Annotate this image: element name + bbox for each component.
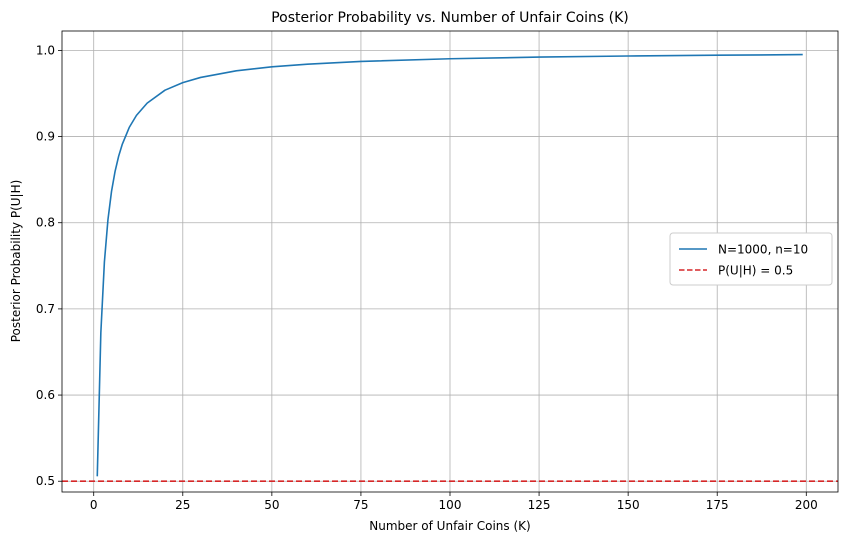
- x-tick-label: 75: [353, 498, 368, 512]
- y-tick-label: 0.7: [36, 302, 55, 316]
- grid-lines: [62, 31, 838, 492]
- legend: N=1000, n=10 P(U|H) = 0.5: [669, 232, 833, 286]
- y-tick-label: 0.5: [36, 474, 55, 488]
- series-line-posterior: [96, 53, 803, 477]
- legend-label-series-1: P(U|H) = 0.5: [718, 264, 793, 278]
- x-tick-label: 150: [617, 498, 640, 512]
- y-tick-label: 1.0: [36, 43, 55, 57]
- x-tick-label: 25: [175, 498, 190, 512]
- plot-area: [62, 53, 838, 483]
- x-tick-label: 200: [795, 498, 818, 512]
- x-axis-label: Number of Unfair Coins (K): [369, 519, 530, 533]
- y-tick-label: 0.9: [36, 130, 55, 144]
- y-tick-label: 0.6: [36, 388, 55, 402]
- y-axis-label: Posterior Probability P(U|H): [9, 180, 23, 343]
- legend-box: [669, 232, 833, 286]
- x-tick-label: 0: [90, 498, 98, 512]
- x-tick-label: 50: [264, 498, 279, 512]
- y-tick-label: 0.8: [36, 216, 55, 230]
- x-tick-label: 100: [439, 498, 462, 512]
- axis-ticks: 0 25 50 75 100 125 150 175 200 0.5 0.6 0.7 0.8 0.9 1.0: [36, 43, 818, 512]
- legend-label-series-0: N=1000, n=10: [718, 243, 808, 257]
- x-tick-label: 175: [706, 498, 729, 512]
- chart-title: Posterior Probability vs. Number of Unfa…: [271, 10, 629, 26]
- x-tick-label: 125: [528, 498, 551, 512]
